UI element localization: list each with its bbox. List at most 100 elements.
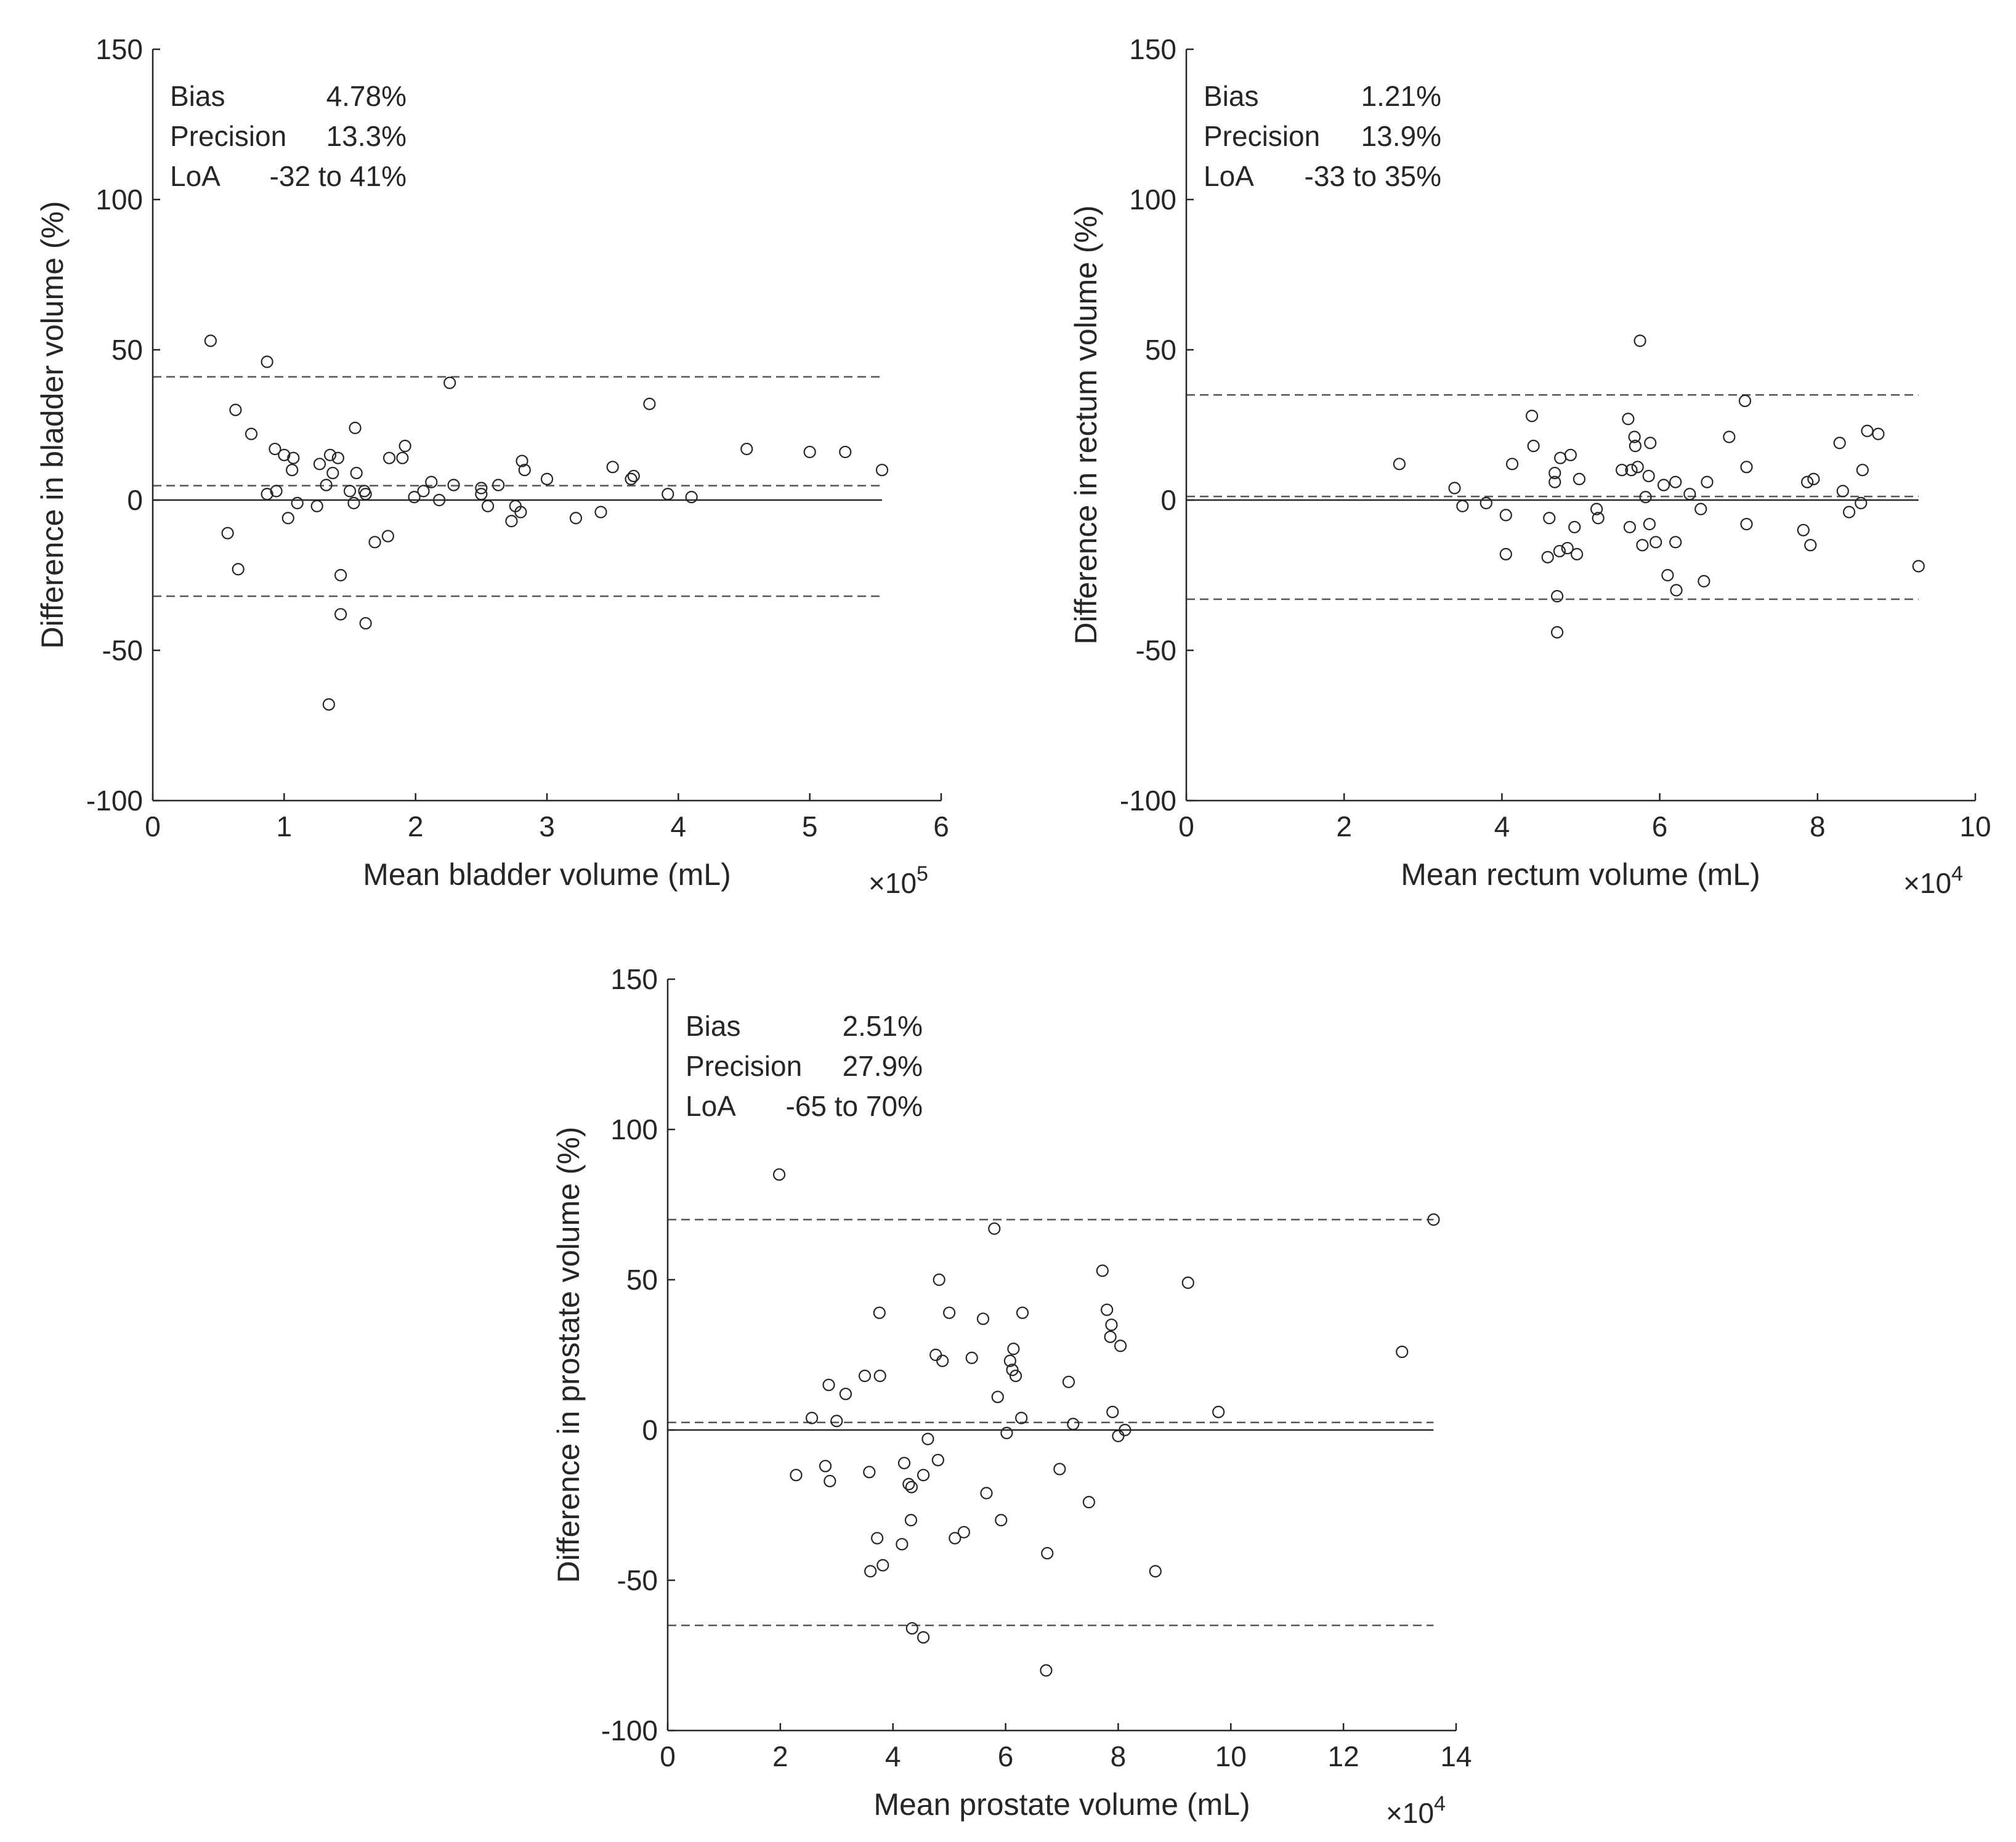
bladder-data-point (331, 451, 344, 464)
bladder-data-point (443, 376, 456, 389)
rectum-data-point (1631, 461, 1644, 474)
rectum-x-tick-label: 6 (1652, 810, 1668, 842)
bladder-data-point (662, 488, 674, 501)
rectum-x-tick-label: 8 (1810, 810, 1826, 842)
rectum-data-point (1740, 461, 1753, 474)
rectum-data-point (1570, 547, 1584, 560)
rectum-data-point (1723, 430, 1736, 443)
rectum-data-point (1592, 512, 1605, 525)
prostate-data-point (876, 1559, 889, 1572)
prostate-data-point (936, 1354, 949, 1367)
bladder-data-point (643, 397, 656, 410)
plot-prostate: 0 2 4 6 8 10 12 14 -100 -50 0 50 100 150 Difference i… (551, 963, 1472, 1829)
prostate-bias-label: Bias (686, 1010, 740, 1042)
rectum-data-point (1657, 479, 1670, 491)
bladder-reference-lines (153, 376, 882, 597)
prostate-x-tick-label: 14 (1440, 1740, 1472, 1772)
rectum-data-point (1527, 440, 1540, 453)
rectum-y-tick-label: 100 (1129, 184, 1176, 216)
prostate-data-point (905, 1480, 918, 1493)
rectum-x-axis-label: Mean rectum volume (mL) (1401, 857, 1760, 892)
bladder-data-point (359, 488, 372, 501)
bladder-stats-box: Bias 4.78% Precision 13.3% LoA -32 to 41… (170, 80, 407, 192)
prostate-data-point (1105, 1319, 1118, 1331)
prostate-points (772, 1168, 1440, 1677)
prostate-data-point (1112, 1429, 1125, 1442)
rectum-data-point (1550, 626, 1564, 639)
prostate-data-point (980, 1487, 993, 1500)
prostate-data-point (1009, 1370, 1022, 1383)
rectum-data-point (1872, 427, 1885, 440)
bladder-data-point (245, 427, 258, 440)
prostate-data-point (995, 1514, 1008, 1527)
prostate-data-point (1427, 1213, 1440, 1226)
prostate-data-point (917, 1469, 930, 1482)
bladder-y-tick-label: -100 (86, 785, 143, 817)
bladder-points (204, 334, 889, 711)
prostate-data-point (1041, 1546, 1054, 1560)
prostate-data-point (873, 1370, 886, 1383)
rectum-data-point (1393, 458, 1406, 471)
prostate-data-point (991, 1391, 1004, 1404)
prostate-data-point (1082, 1496, 1095, 1509)
bladder-x-tick-label: 4 (671, 810, 687, 842)
rectum-data-point (1550, 590, 1564, 603)
rectum-loa-value: -33 to 35% (1305, 160, 1441, 192)
rectum-data-point (1543, 512, 1556, 525)
bladder-data-point (627, 469, 640, 483)
rectum-data-point (1629, 440, 1642, 453)
rectum-data-point (1541, 551, 1554, 564)
prostate-data-point (921, 1432, 934, 1445)
bladder-x-axis-label: Mean bladder volume (mL) (363, 857, 731, 892)
bladder-x-tick-label: 3 (539, 810, 555, 842)
bladder-data-point (232, 563, 245, 576)
prostate-data-point (1000, 1426, 1013, 1439)
bladder-data-point (359, 616, 372, 630)
rectum-data-point (1625, 464, 1638, 477)
bladder-data-point (839, 445, 852, 459)
rectum-x-multiplier: ×104 (1903, 862, 1963, 899)
prostate-data-point (864, 1565, 877, 1578)
bladder-data-point (334, 608, 347, 621)
bladder-y-tick-label: -50 (102, 634, 143, 666)
bladder-data-point (347, 496, 360, 509)
prostate-precision-value: 27.9% (843, 1050, 923, 1082)
prostate-x-tick-label: 8 (1111, 1740, 1127, 1772)
bladder-y-axis-label: Difference in bladder volume (%) (35, 201, 70, 648)
bladder-precision-value: 13.3% (326, 120, 407, 152)
prostate-data-point (830, 1415, 843, 1428)
rectum-data-point (1643, 517, 1656, 531)
bladder-data-point (425, 475, 438, 488)
prostate-y-tick-label: 0 (642, 1414, 658, 1446)
bladder-y-tick-label: 100 (95, 184, 143, 216)
bladder-x-tick-label: 0 (145, 810, 161, 842)
prostate-data-point (905, 1622, 918, 1635)
prostate-data-point (904, 1514, 918, 1527)
prostate-data-point (858, 1370, 872, 1383)
rectum-x-tick-label: 10 (1959, 810, 1991, 842)
prostate-data-point (1096, 1264, 1109, 1277)
prostate-data-point (772, 1168, 786, 1181)
rectum-data-point (1855, 496, 1868, 509)
rectum-data-point (1548, 475, 1561, 488)
bladder-data-point (323, 448, 337, 461)
rectum-data-point (1616, 464, 1629, 477)
prostate-data-point (790, 1469, 803, 1482)
rectum-data-point (1499, 509, 1512, 522)
rectum-data-point (1738, 394, 1752, 408)
prostate-data-point (917, 1631, 930, 1644)
bladder-data-point (326, 466, 339, 480)
bladder-data-point (270, 485, 283, 498)
bladder-x-tick-label: 5 (802, 810, 818, 842)
prostate-y-tick-label: -50 (617, 1564, 658, 1596)
prostate-data-point (1396, 1346, 1409, 1359)
prostate-data-point (1067, 1418, 1080, 1431)
rectum-precision-label: Precision (1204, 120, 1320, 152)
rectum-data-point (1573, 472, 1586, 485)
rectum-y-tick-label: -50 (1136, 634, 1176, 666)
prostate-data-point (1062, 1375, 1075, 1389)
prostate-x-tick-label: 6 (998, 1740, 1014, 1772)
bladder-data-point (320, 479, 333, 491)
prostate-data-point (1119, 1423, 1131, 1437)
